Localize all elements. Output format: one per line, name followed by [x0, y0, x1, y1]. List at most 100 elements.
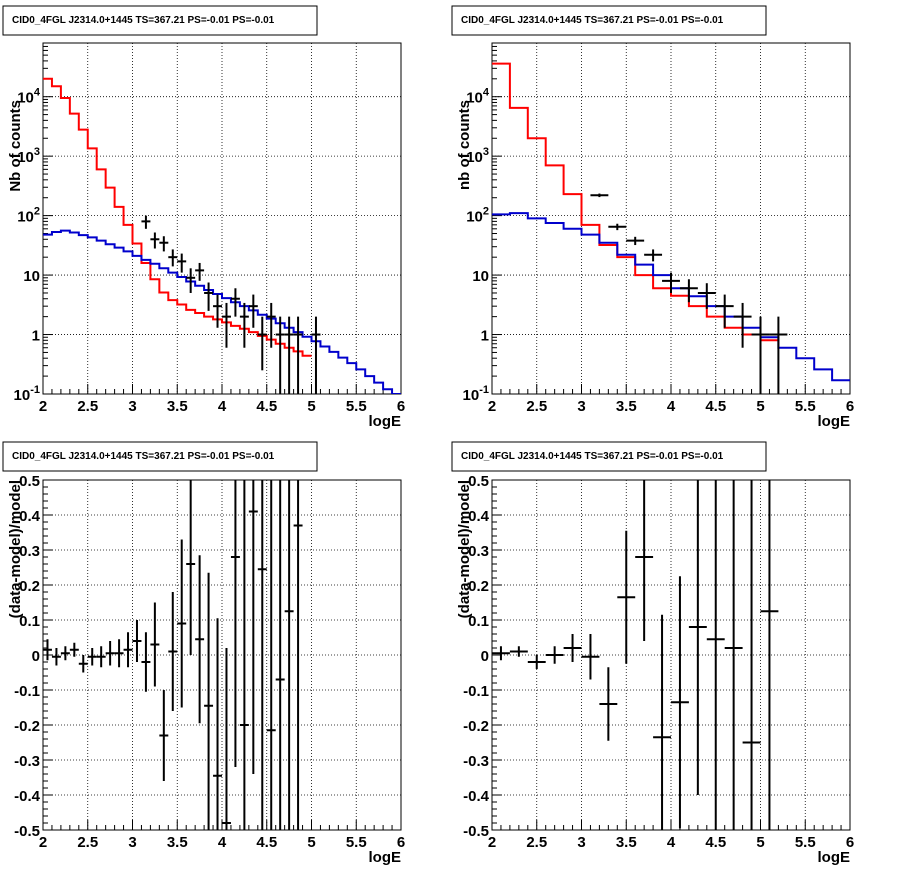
- y-tick-label: 102: [17, 206, 40, 226]
- x-tick-label: 6: [397, 398, 405, 415]
- model-step-line-1: [43, 77, 312, 357]
- y-tick-label: 0.5: [468, 473, 489, 490]
- data-point: [51, 648, 61, 666]
- x-tick-label: 4.5: [256, 834, 277, 851]
- y-tick-label: 0.2: [468, 578, 489, 595]
- x-tick-label: 3.5: [616, 398, 637, 415]
- data-point: [257, 316, 267, 371]
- data-point: [733, 302, 752, 348]
- y-tick-label: 0: [32, 648, 40, 665]
- plot-area: [43, 77, 401, 394]
- x-tick-label: 5.5: [346, 398, 367, 415]
- data-point: [275, 480, 285, 830]
- x-tick-label: 4.5: [705, 834, 726, 851]
- data-point: [626, 236, 645, 246]
- x-tick-label: 3.5: [167, 398, 188, 415]
- data-point: [509, 646, 528, 657]
- x-tick-label: 4.5: [705, 398, 726, 415]
- x-tick-label: 3.5: [616, 834, 637, 851]
- x-tick-label: 4: [667, 834, 676, 851]
- data-point: [715, 294, 734, 328]
- plot-area: [492, 480, 779, 830]
- data-point: [239, 302, 249, 348]
- x-axis-title: logE: [369, 849, 402, 866]
- data-point: [114, 639, 124, 668]
- y-tick-label: 10-1: [463, 384, 489, 404]
- chart-panel-3: CID0_4FGL J2314.0+1445 TS=367.21 PS=-0.0…: [2, 441, 405, 866]
- plot-area: [492, 62, 850, 394]
- y-tick-label: 0.4: [19, 508, 41, 525]
- data-point: [644, 249, 663, 262]
- x-tick-label: 6: [846, 834, 854, 851]
- chart-title: CID0_4FGL J2314.0+1445 TS=367.21 PS=-0.0…: [12, 451, 275, 462]
- plot-area: [43, 480, 303, 830]
- chart-title: CID0_4FGL J2314.0+1445 TS=367.21 PS=-0.0…: [461, 15, 724, 26]
- data-point: [706, 480, 725, 830]
- x-tick-label: 2: [488, 398, 496, 415]
- data-point: [563, 634, 582, 662]
- y-tick-label: 1: [32, 328, 40, 345]
- data-point: [96, 646, 106, 668]
- y-tick-label: -0.5: [463, 823, 489, 840]
- y-tick-label: 0.3: [19, 543, 40, 560]
- chart-panel-4: CID0_4FGL J2314.0+1445 TS=367.21 PS=-0.0…: [451, 441, 854, 866]
- data-point: [760, 480, 779, 830]
- data-point: [186, 268, 196, 293]
- x-axis-title: logE: [818, 849, 851, 866]
- y-tick-label: 0.1: [468, 613, 489, 630]
- data-point: [590, 193, 609, 198]
- data-point: [527, 655, 546, 669]
- x-tick-label: 2: [39, 834, 47, 851]
- data-point: [159, 690, 169, 781]
- data-point: [239, 480, 249, 830]
- data-point: [581, 634, 600, 680]
- data-point: [69, 642, 79, 657]
- data-point: [213, 294, 222, 328]
- y-tick-label: 0.3: [468, 543, 489, 560]
- data-point: [43, 639, 52, 661]
- data-point: [168, 249, 178, 267]
- y-tick-label: 10: [472, 268, 489, 285]
- y-tick-label: 0.4: [468, 508, 490, 525]
- data-point: [266, 302, 276, 348]
- data-point: [213, 618, 222, 830]
- x-tick-label: 5.5: [795, 398, 816, 415]
- data-point: [724, 480, 743, 830]
- data-point: [311, 316, 321, 394]
- y-tick-label: 104: [17, 87, 41, 107]
- data-point: [150, 232, 160, 249]
- y-tick-label: -0.1: [463, 683, 489, 700]
- data-point: [222, 648, 231, 830]
- model-step-line-2: [43, 229, 401, 394]
- x-tick-label: 5: [307, 834, 315, 851]
- data-point: [545, 646, 564, 664]
- x-tick-label: 5.5: [795, 834, 816, 851]
- data-point: [751, 316, 770, 394]
- x-tick-label: 3.5: [167, 834, 188, 851]
- data-point: [284, 316, 294, 394]
- x-tick-label: 3: [128, 834, 136, 851]
- x-tick-label: 3: [128, 398, 136, 415]
- data-point: [492, 646, 510, 661]
- title-box: [2, 441, 318, 472]
- data-point: [653, 614, 671, 830]
- data-point: [697, 283, 716, 309]
- y-tick-label: 0.5: [19, 473, 40, 490]
- y-tick-label: -0.2: [463, 718, 489, 735]
- data-point: [266, 480, 276, 830]
- y-tick-label: 104: [466, 87, 490, 107]
- y-tick-label: -0.3: [463, 753, 489, 770]
- data-point: [742, 480, 761, 830]
- x-tick-label: 4.5: [256, 398, 277, 415]
- x-tick-label: 4: [218, 834, 227, 851]
- y-tick-label: -0.5: [14, 823, 40, 840]
- y-tick-label: 103: [466, 146, 489, 166]
- grid: [43, 480, 401, 830]
- y-axis-title: Nb of counts: [7, 100, 24, 192]
- data-point: [60, 646, 70, 661]
- x-tick-label: 5: [307, 398, 315, 415]
- data-point: [248, 480, 258, 774]
- x-tick-label: 2.5: [526, 398, 547, 415]
- title-box: [2, 5, 318, 36]
